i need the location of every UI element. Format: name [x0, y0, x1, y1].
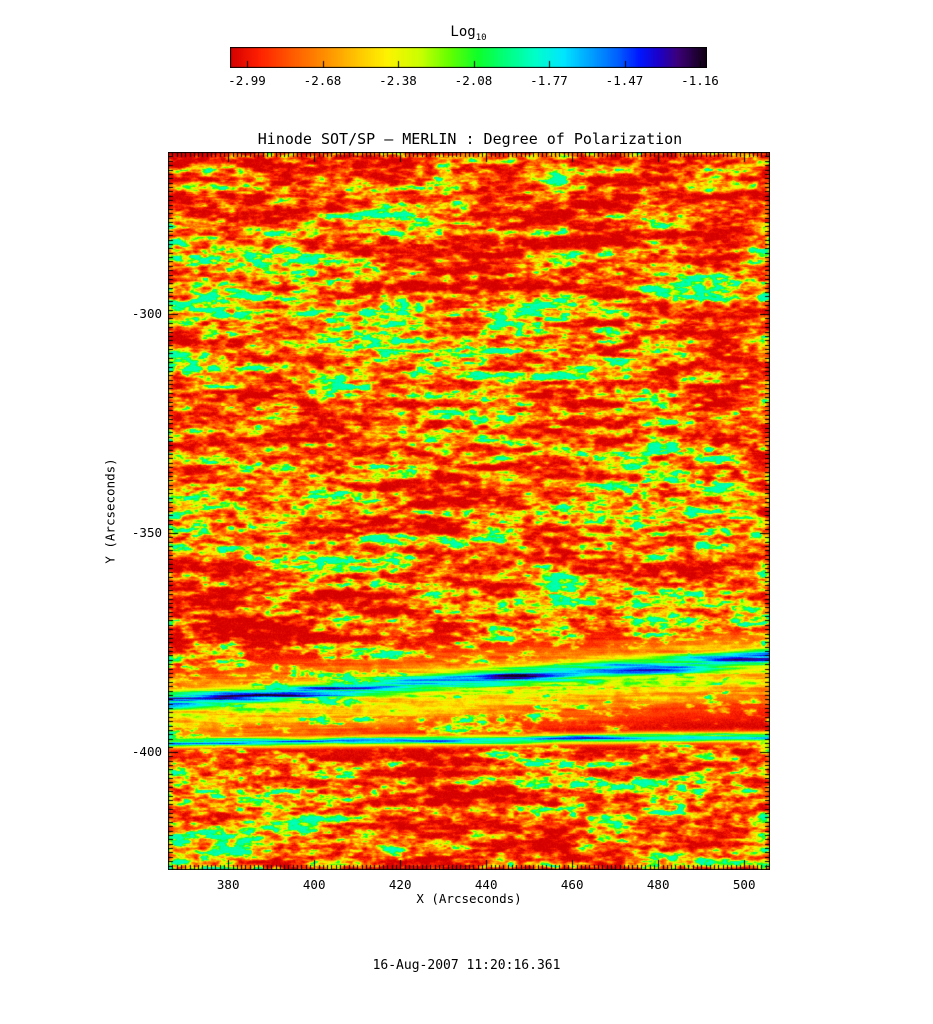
y-tick-label: -400: [131, 743, 162, 759]
x-axis-label: X (Arcseconds): [416, 891, 522, 906]
y-tick-label: -300: [131, 305, 162, 321]
x-tick-label: 400: [302, 877, 326, 892]
x-tick-label: 500: [732, 877, 756, 892]
colorbar-tick-label: -2.68: [303, 73, 342, 88]
x-tick-label: 440: [474, 877, 498, 892]
colorbar-title-main: Log: [450, 24, 476, 40]
colorbar-tick-label: -2.38: [379, 73, 417, 88]
x-tick-label: 460: [560, 877, 584, 892]
colorbar-gradient: [230, 47, 707, 68]
colorbar-tick-label: -2.08: [454, 73, 493, 88]
colorbar-tick-label: -1.47: [605, 73, 644, 88]
x-tick-label: 480: [646, 877, 670, 892]
colorbar-tick-label: -1.77: [530, 73, 568, 88]
colorbar-tick-label: -1.16: [681, 73, 719, 88]
heatmap-plot: [168, 152, 770, 870]
y-tick-label: -350: [131, 524, 162, 540]
x-tick-label: 380: [216, 877, 240, 892]
y-axis-label: Y (Arcseconds): [102, 458, 118, 564]
plot-title: Hinode SOT/SP — MERLIN : Degree of Polar…: [257, 130, 683, 148]
colorbar-title: Log10: [230, 24, 707, 43]
colorbar-tick-label: -2.99: [228, 73, 266, 88]
x-tick-label: 420: [388, 877, 412, 892]
colorbar-title-subscript: 10: [475, 32, 487, 43]
timestamp: 16-Aug-2007 11:20:16.361: [372, 958, 561, 973]
